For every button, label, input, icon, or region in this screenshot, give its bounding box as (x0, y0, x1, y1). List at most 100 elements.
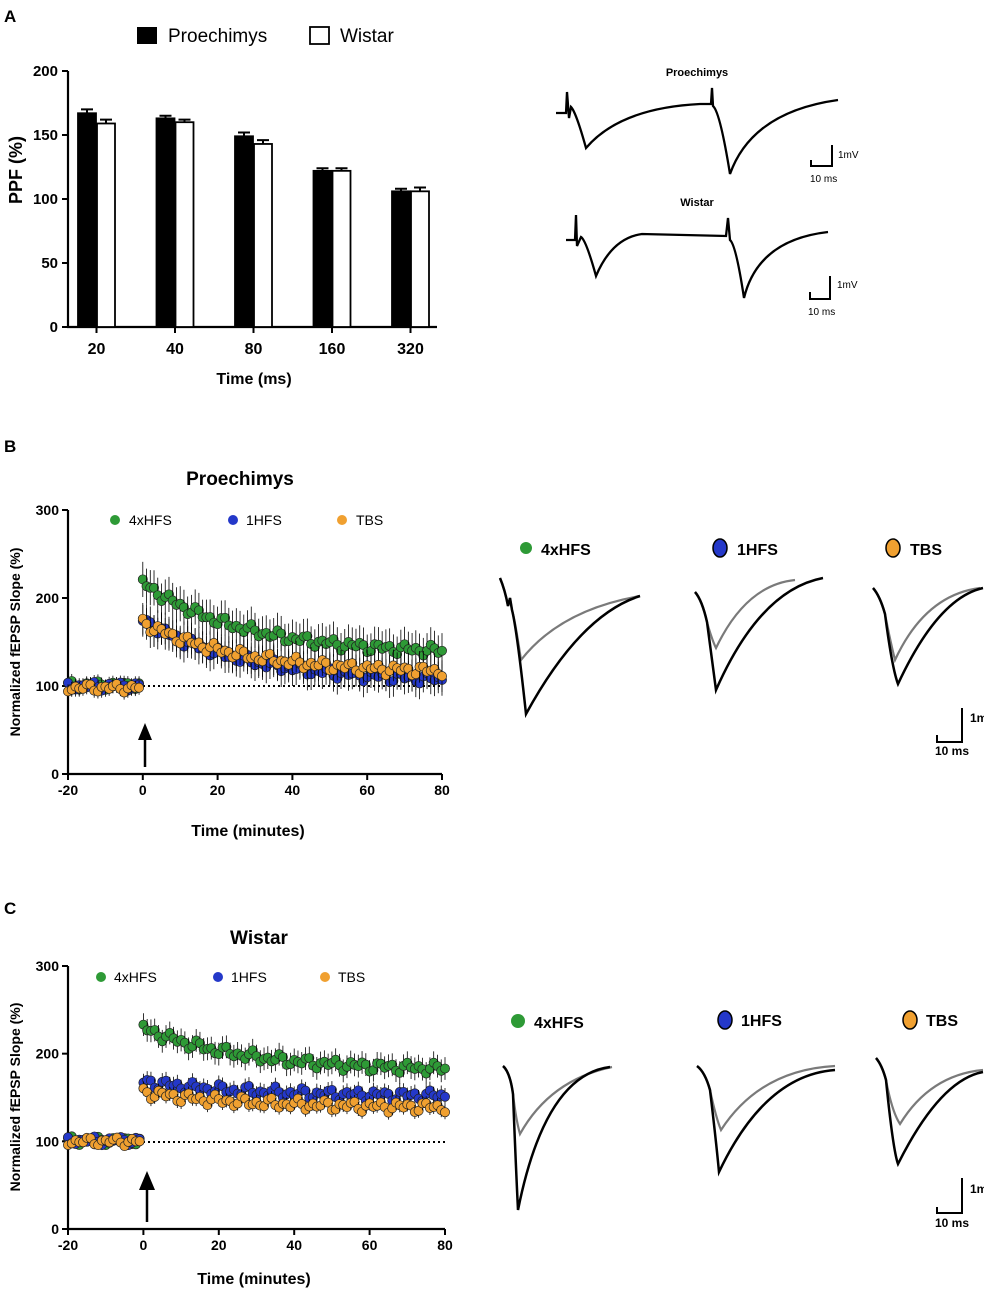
x-tick-label: 0 (140, 1237, 148, 1253)
trace-legend-marker-4xhfs (511, 1014, 525, 1028)
trace-1hfs-potentiated (696, 1065, 836, 1177)
ppf-bar-chart: Proechimys Wistar PPF (%) Time (ms) 0 50 1… (6, 26, 437, 388)
x-tick-label: 0 (139, 782, 147, 798)
ltp-proechimys-chart: Proechimys Normalized fEPSP Slope (%) Ti… (7, 469, 450, 840)
bar-proechimys-160 (312, 169, 333, 328)
scale-bar-proechimys (810, 145, 833, 167)
error-bar (159, 114, 172, 119)
trace-legend-marker-1hfs (712, 538, 728, 558)
scale-mv-c: 1m (970, 1182, 984, 1196)
y-axis-label: Normalized fEPSP Slope (%) (7, 548, 23, 737)
x-tick-label: 20 (88, 341, 106, 358)
traces-wistar: 4xHFS 1HFS TBS 1m 10 ms (502, 1010, 984, 1230)
point-4xhfs (276, 628, 287, 639)
point-tbs (437, 671, 447, 682)
traces-proechimys: 4xHFS 1HFS TBS 1m 10 ms (498, 538, 984, 758)
legend-label-wistar: Wistar (340, 26, 395, 47)
x-tick-label: 20 (210, 782, 226, 798)
error-bar (100, 118, 112, 124)
x-tick-label: 20 (211, 1237, 227, 1253)
scale-ms-c: 10 ms (935, 1216, 969, 1230)
stimulus-arrow (139, 1171, 155, 1222)
trace-tbs-potentiated (875, 1057, 984, 1168)
trace-tbs-potentiated (872, 586, 984, 688)
series-tbs (63, 602, 447, 700)
y-tick-label: 0 (51, 1221, 59, 1237)
x-tick-label: -20 (58, 1237, 78, 1253)
trace-4xhfs-potentiated (502, 1065, 611, 1211)
bar-wistar-80 (253, 143, 273, 328)
point-tbs (134, 1136, 145, 1147)
y-tick-label: 50 (41, 255, 58, 272)
y-tick-label: 100 (36, 1133, 60, 1149)
legend-label-tbs: TBS (356, 512, 383, 528)
error-bar (178, 118, 191, 123)
scale-mv-b: 1m (970, 711, 984, 725)
y-tick-label: 300 (36, 502, 60, 518)
panel-label-c: C (4, 899, 16, 918)
legend-swatch-wistar (309, 26, 330, 45)
trace-wistar (566, 214, 829, 299)
scale-bar-wistar (809, 276, 831, 300)
error-bar (81, 108, 93, 114)
scale-bar-b (936, 708, 963, 743)
trace-legend-label-tbs: TBS (910, 542, 942, 559)
legend-marker-1hfs (228, 515, 238, 525)
x-axis-label: Time (ms) (216, 371, 291, 388)
scale-bar-c (936, 1178, 963, 1214)
series-tbs (63, 1081, 450, 1152)
x-axis-label: Time (minutes) (191, 823, 305, 840)
y-axis-label: PPF (%) (6, 136, 26, 204)
scale-mv-wistar: 1mV (837, 280, 858, 291)
legend-label-4xhfs: 4xHFS (129, 512, 172, 528)
bar-proechimys-40 (155, 117, 176, 328)
bar-proechimys-80 (234, 135, 254, 328)
y-tick-label: 200 (36, 590, 60, 606)
scale-ms-wistar: 10 ms (808, 307, 835, 318)
legend-swatch-proechimys (137, 27, 157, 44)
x-tick-label: -20 (58, 782, 78, 798)
trace-4xhfs-potentiated (498, 577, 641, 719)
panel-label-b: B (4, 437, 16, 456)
error-bar (238, 131, 250, 137)
series-4xhfs (63, 1013, 450, 1151)
chart-title: Wistar (230, 928, 289, 949)
bar-proechimys-20 (77, 112, 97, 328)
x-tick-label: 40 (285, 782, 301, 798)
x-axis-label: Time (minutes) (197, 1271, 311, 1288)
scale-mv-proechimys: 1mV (838, 150, 859, 161)
point-4xhfs (437, 645, 447, 656)
error-bar (335, 167, 348, 171)
trace-legend-label-1hfs: 1HFS (741, 1013, 782, 1030)
trace-1hfs-baseline (696, 1064, 836, 1133)
trace-legend-marker-1hfs (717, 1010, 733, 1030)
x-tick-label: 80 (434, 782, 450, 798)
x-tick-label: 60 (362, 1237, 378, 1253)
bar-wistar-160 (331, 169, 352, 328)
y-tick-label: 0 (50, 319, 58, 336)
error-bar (395, 187, 407, 192)
error-bar (316, 167, 329, 171)
x-tick-label: 80 (437, 1237, 453, 1253)
x-tick-label: 40 (286, 1237, 302, 1253)
error-bar (414, 186, 426, 192)
bar-proechimys-320 (391, 190, 411, 328)
trace-legend-label-tbs: TBS (926, 1013, 958, 1030)
trace-label-wistar: Wistar (680, 197, 714, 209)
trace-1hfs-potentiated (694, 576, 824, 695)
panel-label-a: A (4, 7, 16, 26)
legend-label-1hfs: 1HFS (231, 969, 267, 985)
legend-marker-1hfs (213, 972, 223, 982)
point-4xhfs (440, 1063, 450, 1074)
y-tick-label: 300 (36, 958, 60, 974)
legend-marker-tbs (337, 515, 347, 525)
legend-marker-4xhfs (110, 515, 120, 525)
scale-ms-proechimys: 10 ms (810, 174, 837, 185)
bar-wistar-20 (96, 122, 116, 328)
x-tick-label: 60 (359, 782, 375, 798)
x-tick-label: 80 (245, 341, 263, 358)
point-1hfs (440, 1091, 450, 1102)
y-tick-label: 200 (33, 63, 58, 80)
x-tick-label: 160 (319, 341, 346, 358)
